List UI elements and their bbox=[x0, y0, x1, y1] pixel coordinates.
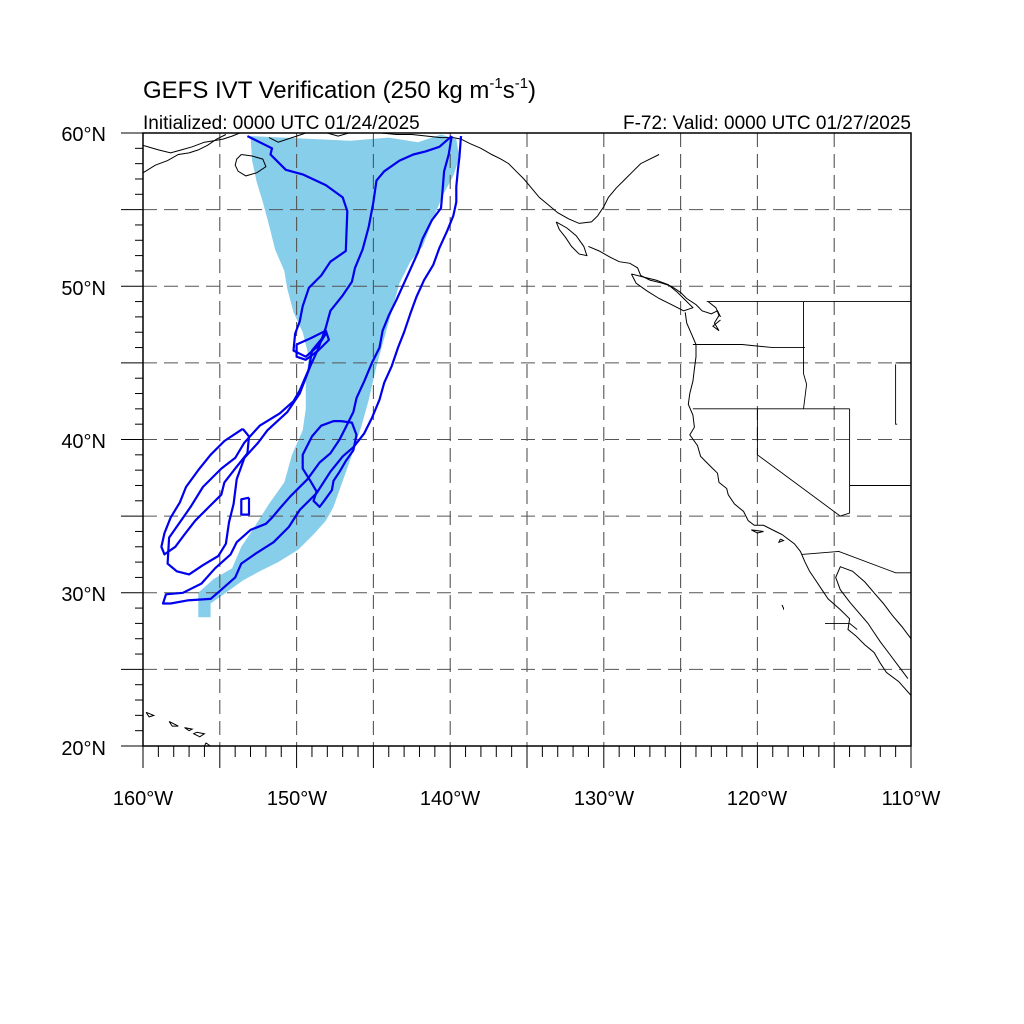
coastline bbox=[835, 566, 911, 679]
map-frame bbox=[142, 132, 912, 747]
map-title: GEFS IVT Verification (250 kg m-1s-1) bbox=[143, 75, 536, 104]
coastline bbox=[168, 721, 179, 727]
coastline bbox=[143, 134, 227, 174]
lon-label-160w: 160°W bbox=[113, 788, 173, 810]
coastline bbox=[781, 604, 784, 610]
coastline bbox=[145, 711, 156, 718]
map-area bbox=[143, 133, 911, 746]
coastline bbox=[192, 731, 206, 738]
lat-label-30: 30°N bbox=[61, 584, 106, 606]
valid-time-label: F-72: Valid: 0000 UTC 01/27/2025 bbox=[623, 113, 911, 134]
title-exponent-1: -1 bbox=[489, 75, 502, 92]
coastline bbox=[751, 529, 764, 534]
coastline bbox=[234, 154, 267, 177]
coastline bbox=[777, 538, 785, 544]
observed-contours-layer bbox=[160, 135, 463, 605]
political-border bbox=[849, 623, 858, 630]
political-border bbox=[840, 408, 851, 517]
lon-label-140w: 140°W bbox=[420, 788, 480, 810]
lat-axis-labels: 60°N 50°N 40°N 30°N 20°N bbox=[61, 124, 106, 760]
axis-ticks bbox=[121, 132, 912, 768]
observed-object-contour bbox=[295, 329, 330, 361]
coastline bbox=[684, 312, 911, 696]
forecast-object-shaded bbox=[198, 134, 460, 618]
lat-label-40: 40°N bbox=[61, 431, 106, 453]
lat-label-60: 60°N bbox=[61, 124, 106, 146]
coastline bbox=[588, 245, 721, 318]
political-border bbox=[801, 550, 911, 574]
title-close: ) bbox=[528, 77, 536, 104]
observed-object-contour bbox=[160, 427, 251, 556]
coastline bbox=[268, 133, 306, 143]
coastline bbox=[143, 133, 240, 154]
coastline bbox=[327, 133, 349, 137]
lat-label-50: 50°N bbox=[61, 278, 106, 300]
coastline bbox=[203, 742, 212, 746]
lat-label-20: 20°N bbox=[61, 738, 106, 760]
coastline bbox=[630, 273, 694, 312]
lon-axis-labels: 160°W 150°W 140°W 130°W 120°W 110°W bbox=[113, 788, 941, 810]
political-border bbox=[692, 344, 805, 349]
coastline bbox=[707, 301, 721, 332]
gridlines-layer bbox=[143, 133, 911, 746]
observed-object-contour bbox=[301, 420, 358, 508]
lon-label-110w: 110°W bbox=[882, 788, 941, 810]
coastline bbox=[184, 727, 194, 732]
political-border bbox=[803, 301, 808, 409]
observed-object-contour bbox=[161, 135, 463, 605]
observed-object-contour bbox=[240, 496, 251, 516]
observed-object-contour bbox=[166, 135, 453, 576]
title-main: GEFS IVT Verification (250 kg m bbox=[143, 77, 489, 104]
lon-label-130w: 130°W bbox=[574, 788, 634, 810]
coastline bbox=[555, 221, 588, 257]
lon-label-150w: 150°W bbox=[267, 788, 327, 810]
lon-label-120w: 120°W bbox=[727, 788, 787, 810]
init-time-label: Initialized: 0000 UTC 01/24/2025 bbox=[143, 113, 420, 134]
title-mid: s bbox=[503, 77, 515, 104]
title-exponent-2: -1 bbox=[515, 75, 528, 92]
political-border bbox=[756, 408, 841, 517]
forecast-objects-layer bbox=[198, 134, 460, 618]
political-border bbox=[895, 364, 898, 425]
